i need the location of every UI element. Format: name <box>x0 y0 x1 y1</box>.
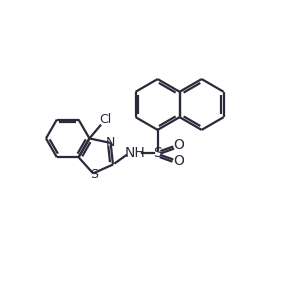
Text: Cl: Cl <box>99 113 111 126</box>
Text: NH: NH <box>124 146 145 160</box>
Text: O: O <box>173 138 184 152</box>
Text: N: N <box>106 136 115 149</box>
Text: O: O <box>173 154 184 168</box>
Text: S: S <box>153 146 162 160</box>
Text: S: S <box>90 168 98 181</box>
